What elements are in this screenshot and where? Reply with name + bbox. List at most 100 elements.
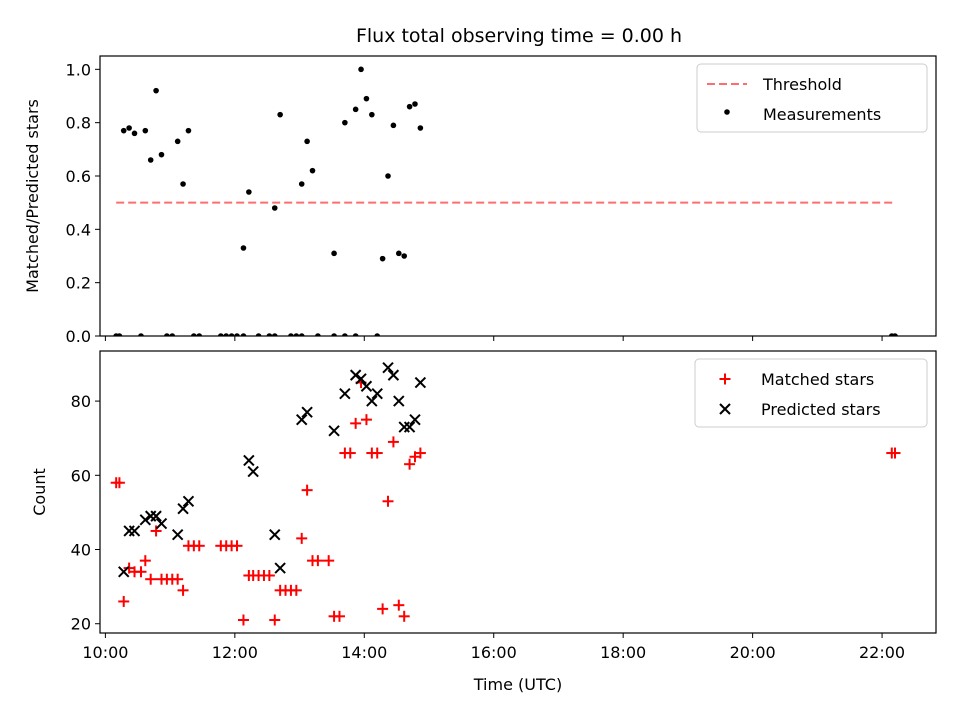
legend-measurements-swatch bbox=[724, 109, 730, 115]
measurement-point bbox=[164, 333, 170, 336]
matched-star-point bbox=[193, 540, 205, 552]
measurement-point bbox=[385, 173, 391, 179]
measurement-point bbox=[271, 333, 278, 336]
measurement-point bbox=[298, 333, 305, 336]
predicted-marker-b bbox=[177, 502, 189, 515]
matched-star-point bbox=[290, 584, 302, 596]
matched-star-point bbox=[889, 447, 901, 459]
matched-star-point bbox=[404, 458, 416, 470]
matched-star-point bbox=[231, 540, 243, 552]
matched-star-point bbox=[113, 477, 125, 489]
measurement-point bbox=[180, 181, 186, 187]
measurement-point bbox=[315, 333, 321, 336]
matched-star-point bbox=[382, 495, 394, 507]
measurement-point bbox=[288, 333, 294, 336]
bottom-y-tick-label: 40 bbox=[71, 541, 91, 560]
matched-star-point bbox=[344, 447, 356, 459]
measurement-point bbox=[396, 250, 402, 257]
predicted-star-point bbox=[155, 517, 168, 530]
matched-star-point bbox=[333, 610, 345, 622]
matched-star-point bbox=[371, 447, 383, 459]
measurement-point bbox=[223, 333, 230, 336]
legend-predicted-swatch-b bbox=[719, 403, 731, 415]
measurement-point bbox=[342, 333, 348, 336]
top-y-tick-label: 0.6 bbox=[66, 167, 91, 186]
bottom-panel: 10:00 12:00 14:00 16:00 18:00 20:00 22:00 20 40 6… bbox=[30, 350, 937, 694]
predicted-marker-b bbox=[139, 514, 152, 526]
measurement-point bbox=[331, 333, 337, 336]
predicted-star-point bbox=[139, 514, 152, 526]
predicted-marker-b bbox=[393, 395, 405, 407]
measurement-point bbox=[185, 127, 192, 134]
predicted-marker-b bbox=[382, 361, 394, 374]
legend-matched-label: Matched stars bbox=[761, 370, 874, 389]
predicted-marker-b bbox=[171, 528, 184, 541]
top-panel: 0.0 0.2 0.4 0.6 0.8 1.0 Matched/Predicted star… bbox=[23, 55, 937, 346]
measurement-point bbox=[116, 333, 123, 336]
predicted-star-point bbox=[128, 525, 141, 537]
matched-star-point bbox=[135, 566, 147, 578]
predicted-marker-b bbox=[128, 525, 141, 537]
matched-star-point bbox=[323, 555, 335, 567]
top-y-tick-label: 1.0 bbox=[66, 60, 91, 79]
matched-star-point bbox=[350, 417, 362, 429]
measurement-point bbox=[191, 333, 197, 336]
matched-star-point bbox=[393, 599, 405, 611]
bottom-data-group bbox=[110, 361, 901, 626]
measurement-point bbox=[153, 87, 159, 94]
measurement-point bbox=[147, 157, 154, 163]
matched-star-point bbox=[118, 595, 130, 607]
matched-star-point bbox=[150, 525, 162, 537]
matched-star-point bbox=[237, 614, 249, 626]
x-tick-label: 18:00 bbox=[600, 643, 646, 662]
measurement-point bbox=[369, 111, 375, 118]
predicted-marker-b bbox=[403, 421, 416, 433]
top-y-tick-label: 0.8 bbox=[66, 114, 91, 133]
measurement-point bbox=[271, 205, 278, 211]
matched-star-point bbox=[263, 569, 275, 581]
bottom-y-tick-label: 80 bbox=[71, 392, 91, 411]
predicted-star-point bbox=[403, 421, 416, 433]
measurement-point bbox=[126, 125, 132, 131]
matched-star-point bbox=[139, 555, 151, 567]
predicted-marker-b bbox=[349, 369, 362, 381]
predicted-star-point bbox=[382, 361, 394, 374]
measurement-point bbox=[309, 167, 316, 174]
matched-star-point bbox=[177, 584, 189, 596]
measurement-point bbox=[246, 189, 252, 195]
predicted-star-point bbox=[366, 395, 378, 407]
top-y-tick-label: 0.2 bbox=[66, 274, 91, 293]
matched-star-point bbox=[296, 532, 308, 544]
predicted-star-point bbox=[269, 528, 281, 541]
predicted-marker-b bbox=[355, 373, 367, 385]
measurement-point bbox=[363, 95, 370, 102]
measurement-point bbox=[266, 333, 273, 336]
predicted-star-point bbox=[182, 495, 195, 507]
legend-predicted-label: Predicted stars bbox=[761, 400, 881, 419]
predicted-marker-b bbox=[296, 413, 308, 426]
measurement-point bbox=[293, 333, 300, 336]
x-tick-label: 12:00 bbox=[212, 643, 258, 662]
predicted-marker-b bbox=[414, 376, 427, 389]
measurement-point bbox=[331, 250, 337, 257]
measurement-point bbox=[358, 66, 364, 73]
x-tick-label: 16:00 bbox=[471, 643, 517, 662]
predicted-star-point bbox=[177, 502, 189, 515]
matched-star-point bbox=[398, 610, 410, 622]
measurement-point bbox=[120, 127, 127, 134]
matched-star-point bbox=[360, 414, 372, 426]
matched-star-point bbox=[377, 603, 389, 615]
measurement-point bbox=[277, 111, 283, 118]
bottom-y-tick-label: 60 bbox=[71, 466, 91, 485]
matched-star-point bbox=[414, 447, 426, 459]
predicted-star-point bbox=[328, 425, 340, 437]
predicted-marker-b bbox=[301, 406, 313, 418]
predicted-star-point bbox=[349, 369, 362, 381]
predicted-marker-b bbox=[150, 510, 162, 522]
x-tick-label: 14:00 bbox=[341, 643, 387, 662]
measurement-point bbox=[255, 333, 262, 336]
predicted-star-point bbox=[118, 566, 130, 578]
measurement-point bbox=[406, 103, 413, 110]
predicted-marker-b bbox=[155, 517, 168, 530]
